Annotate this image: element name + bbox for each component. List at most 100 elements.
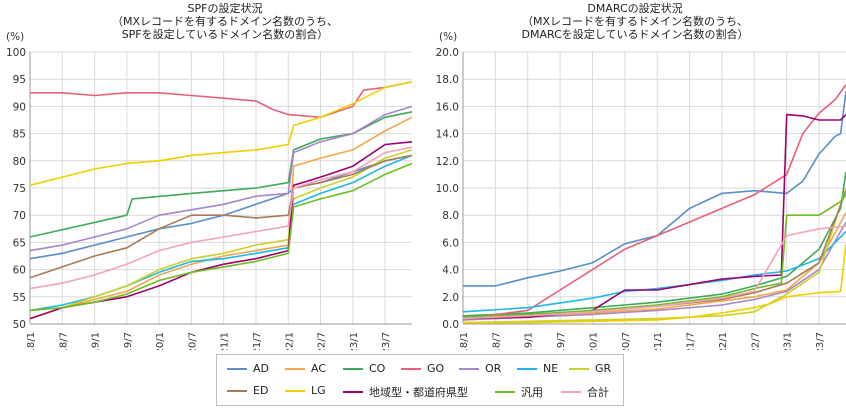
dmarc-y-tick-label: 16.0 — [436, 101, 459, 113]
spf-x-tick-label: 2023/1 — [349, 332, 360, 350]
spf-x-tick-label: 2022/7 — [317, 332, 328, 350]
dmarc-y-tick-label: 10.0 — [436, 183, 459, 195]
legend-item: ED — [227, 384, 268, 397]
legend: AD AC CO GO OR NE GR ED LG 地域型・都道府県型 汎用 合計 — [216, 354, 624, 406]
legend-item: AC — [285, 362, 326, 375]
dmarc-series-line — [462, 221, 846, 321]
dmarc-unit-label: (%) — [439, 31, 457, 43]
spf-series-line — [29, 116, 413, 320]
dmarc-series-line — [463, 243, 846, 324]
dmarc-series-line — [462, 230, 846, 313]
charts-canvas: (%) 50 55 60 65 70 75 80 85 90 95 100 2018/1 2018/7 20… — [6, 31, 846, 350]
spf-y-tick-label: 85 — [13, 129, 26, 141]
dmarc-y-tick-label: 14.0 — [436, 129, 459, 141]
dmarc-x-tick-label: 2023/1 — [783, 332, 794, 350]
legend-item: AD — [227, 362, 269, 375]
dmarc-x-tick-label: 2019/1 — [524, 332, 535, 350]
spf-y-tick-label: 65 — [13, 237, 26, 249]
dmarc-x-tick-label: 2020/7 — [621, 332, 632, 350]
legend-label: AD — [253, 362, 269, 375]
legend-swatch — [343, 367, 363, 370]
legend-label: LG — [311, 384, 326, 397]
spf-series-line — [29, 154, 413, 279]
legend-item: 汎用 — [495, 384, 543, 400]
legend-swatch — [343, 391, 363, 393]
spf-x-tick-label: 2018/7 — [58, 332, 69, 350]
dmarc-y-tick-label: 20.0 — [436, 47, 459, 59]
spf-x-tick-label: 2021/7 — [252, 332, 263, 350]
legend-item: CO — [343, 362, 385, 375]
spf-x-tick-label: 2020/1 — [155, 332, 166, 350]
legend-label: CO — [369, 362, 386, 375]
dmarc-x-tick-label: 2018/1 — [459, 332, 470, 350]
spf-series-line — [29, 81, 413, 187]
legend-label: ED — [253, 384, 269, 397]
dmarc-series-line — [463, 91, 846, 287]
dmarc-title-line: DMARCの設定状況 — [587, 2, 683, 15]
legend-swatch — [495, 391, 515, 393]
spf-y-tick-label: 90 — [13, 101, 26, 113]
dmarc-x-tick-label: 2019/7 — [556, 332, 567, 350]
dmarc-x-tick-label: 2022/7 — [750, 332, 761, 350]
legend-item: 合計 — [561, 384, 609, 400]
legend-swatch — [401, 367, 421, 370]
spf-y-tick-label: 60 — [13, 265, 26, 277]
legend-label: OR — [485, 362, 502, 375]
spf-series-line — [29, 141, 413, 320]
dmarc-x-tick-label: 2023/7 — [815, 332, 826, 350]
spf-chart-title: SPFの設定状況 （MXレコードを有するドメイン名数のうち、 SPFを設定してい… — [0, 2, 450, 41]
spf-series-line — [29, 146, 413, 290]
spf-series-line — [29, 154, 413, 312]
dmarc-series-line — [462, 194, 846, 318]
dmarc-series-line — [462, 171, 846, 317]
legend-label: 合計 — [587, 386, 609, 399]
spf-y-tick-label: 100 — [6, 47, 26, 59]
dmarc-series-line — [462, 212, 846, 321]
spf-series-line — [29, 162, 413, 312]
dmarc-title-line: DMARCを設定しているドメイン名数の割合） — [521, 28, 749, 41]
spf-y-tick-label: 75 — [13, 183, 26, 195]
legend-item: NE — [517, 362, 558, 375]
legend-label: NE — [543, 362, 559, 375]
legend-label: 地域型・都道府県型 — [369, 386, 468, 399]
dmarc-title-line: （MXレコードを有するドメイン名数のうち、 — [521, 15, 749, 28]
spf-x-tick-label: 2023/7 — [381, 332, 392, 350]
spf-x-tick-label: 2022/1 — [284, 332, 295, 350]
dmarc-y-tick-label: 18.0 — [436, 74, 459, 86]
legend-label: GR — [595, 362, 612, 375]
dmarc-y-tick-label: 8.0 — [442, 210, 459, 222]
spf-title-line: SPFを設定しているドメイン名数の割合） — [121, 28, 329, 41]
legend-swatch — [517, 367, 537, 370]
dmarc-series-line — [462, 225, 846, 320]
dmarc-series-line — [462, 113, 846, 320]
legend-item: GO — [401, 362, 444, 375]
legend-label: AC — [311, 362, 327, 375]
dmarc-series-line — [462, 84, 846, 320]
spf-y-tick-label: 50 — [13, 319, 26, 331]
spf-series-line — [29, 149, 413, 320]
spf-x-tick-label: 2019/7 — [123, 332, 134, 350]
spf-x-tick-label: 2021/1 — [220, 332, 231, 350]
dmarc-x-tick-label: 2018/7 — [491, 332, 502, 350]
legend-item: OR — [459, 362, 501, 375]
dmarc-chart-title: DMARCの設定状況 （MXレコードを有するドメイン名数のうち、 DMARCを設… — [424, 2, 846, 41]
legend-swatch — [285, 389, 305, 392]
dmarc-y-tick-label: 12.0 — [436, 156, 459, 168]
dmarc-x-tick-label: 2022/1 — [718, 332, 729, 350]
spf-x-tick-label: 2019/1 — [91, 332, 102, 350]
dmarc-x-tick-label: 2021/7 — [686, 332, 697, 350]
dmarc-y-tick-label: 2.0 — [442, 292, 459, 304]
legend-label: GO — [427, 362, 445, 375]
legend-swatch — [227, 367, 247, 370]
spf-series-line — [30, 81, 413, 119]
dmarc-y-tick-label: 6.0 — [442, 237, 459, 249]
spf-y-tick-label: 95 — [13, 74, 26, 86]
legend-label: 汎用 — [521, 386, 543, 399]
spf-y-tick-label: 70 — [13, 210, 26, 222]
spf-y-tick-label: 80 — [13, 156, 26, 168]
spf-title-line: （MXレコードを有するドメイン名数のうち、 — [111, 15, 339, 28]
dmarc-y-tick-label: 4.0 — [442, 265, 459, 277]
legend-swatch — [569, 367, 589, 370]
dmarc-series-line — [462, 190, 846, 318]
legend-swatch — [459, 367, 479, 370]
